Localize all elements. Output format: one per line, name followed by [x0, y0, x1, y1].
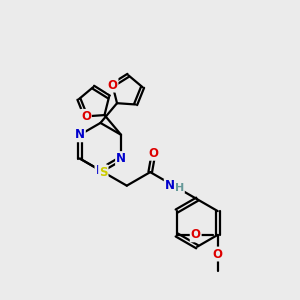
Text: O: O	[213, 248, 223, 260]
Text: N: N	[165, 179, 175, 192]
Text: O: O	[191, 228, 201, 242]
Text: O: O	[148, 147, 159, 160]
Text: O: O	[81, 110, 91, 123]
Text: N: N	[95, 164, 106, 177]
Text: H: H	[175, 183, 184, 193]
Text: O: O	[107, 79, 118, 92]
Text: N: N	[75, 128, 85, 141]
Text: N: N	[116, 152, 126, 165]
Text: S: S	[99, 166, 108, 178]
